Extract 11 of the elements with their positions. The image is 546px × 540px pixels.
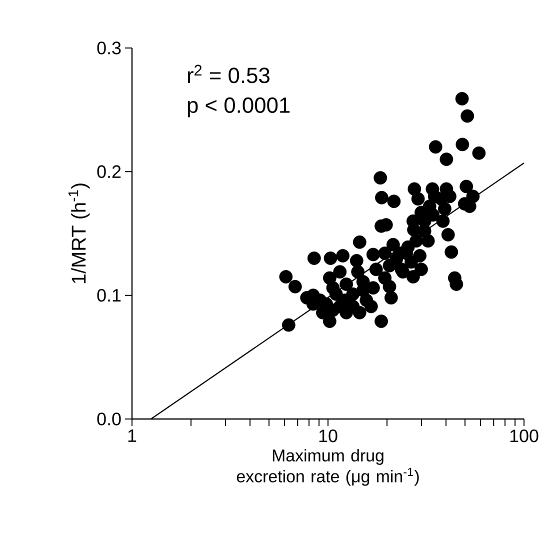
- y-tick-label: 0.1: [97, 288, 121, 302]
- annotation: p < 0.0001: [188, 97, 290, 118]
- y-tick-label: 0.3: [97, 42, 121, 54]
- x-tick-label: 10: [319, 430, 338, 442]
- y-tick-label: 0.0: [97, 412, 121, 426]
- x-axis-title: Maximum drug excretion rate (μg min$^{-1}$): [236, 449, 419, 486]
- y-tick-label: 0.2: [97, 165, 121, 178]
- x-tick-label: 1: [128, 430, 136, 442]
- annotation: r$^{2}$ = 0.53: [188, 64, 270, 84]
- x-tick-label: 100: [510, 430, 538, 442]
- y-axis-title: 1/MRT (h$^{-1}$): [68, 184, 90, 284]
